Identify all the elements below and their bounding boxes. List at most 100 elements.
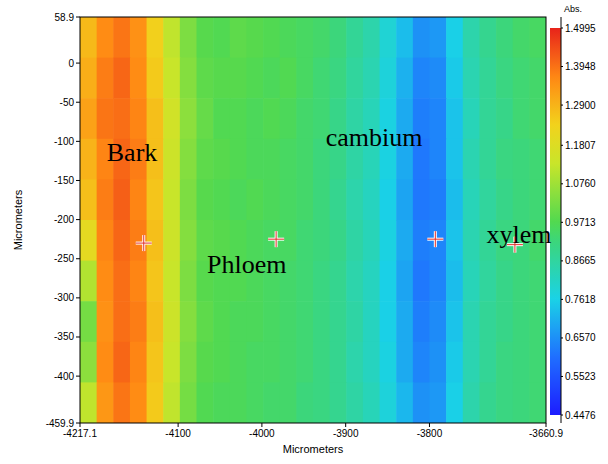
heatmap-cell <box>130 58 147 99</box>
heatmap-cell <box>463 98 480 139</box>
y-tick <box>76 297 80 298</box>
y-tick <box>76 376 80 377</box>
y-axis-title: Micrometers <box>12 189 24 250</box>
heatmap-cell <box>313 301 330 342</box>
heatmap-cell <box>263 382 280 423</box>
heatmap-cell <box>180 98 197 139</box>
y-tick-label: -459.9 <box>46 418 75 429</box>
heatmap-cell <box>97 382 114 423</box>
heatmap-cell <box>513 301 530 342</box>
heatmap-cell <box>346 382 363 423</box>
heatmap-cell <box>446 139 463 180</box>
heatmap-cell <box>479 179 496 220</box>
colorbar-tick-label: 1.1807 <box>565 140 596 151</box>
x-tick-label: -4100 <box>165 428 191 439</box>
x-tick-label: -3660.9 <box>529 428 563 439</box>
heatmap-cell <box>163 17 180 58</box>
heatmap-cell <box>346 17 363 58</box>
heatmap-cell <box>246 17 263 58</box>
x-tick <box>261 423 262 427</box>
heatmap-cell <box>180 139 197 180</box>
heatmap-cell <box>163 342 180 383</box>
heatmap-cell <box>113 342 130 383</box>
heatmap-cell <box>147 342 164 383</box>
heatmap-cell <box>313 179 330 220</box>
heatmap-cell <box>396 382 413 423</box>
x-tick <box>429 423 430 427</box>
heatmap-cell <box>413 17 430 58</box>
heatmap-cell <box>430 261 447 302</box>
heatmap-cell <box>313 220 330 261</box>
heatmap-cell <box>346 261 363 302</box>
heatmap-cell <box>380 179 397 220</box>
heatmap-cell <box>479 301 496 342</box>
heatmap-cells <box>80 17 546 423</box>
y-tick-label: -200 <box>54 214 74 225</box>
heatmap-cell <box>197 342 214 383</box>
heatmap-cell <box>213 179 230 220</box>
heatmap-cell <box>113 301 130 342</box>
heatmap-cell <box>346 220 363 261</box>
heatmap-cell <box>529 17 546 58</box>
heatmap-cell <box>147 17 164 58</box>
heatmap-cell <box>296 220 313 261</box>
heatmap-cell <box>80 342 97 383</box>
heatmap-cell <box>529 382 546 423</box>
heatmap-cell <box>529 179 546 220</box>
colorbar-tick-label: 1.4995 <box>565 23 596 34</box>
heatmap-cell <box>479 98 496 139</box>
heatmap-cell <box>463 382 480 423</box>
heatmap-cell <box>463 342 480 383</box>
heatmap-cell <box>197 98 214 139</box>
heatmap-cell <box>163 58 180 99</box>
heatmap-cell <box>197 382 214 423</box>
heatmap-cell <box>479 261 496 302</box>
heatmap-cell <box>113 98 130 139</box>
y-tick <box>76 180 80 181</box>
heatmap-cell <box>346 342 363 383</box>
heatmap-cell <box>130 179 147 220</box>
colorbar-tick <box>561 337 563 338</box>
plot-frame <box>80 17 546 423</box>
heatmap-cell <box>363 58 380 99</box>
heatmap-cell <box>197 17 214 58</box>
heatmap-cell <box>363 179 380 220</box>
colorbar-tick <box>561 376 563 377</box>
heatmap-cell <box>413 342 430 383</box>
heatmap-cell <box>147 58 164 99</box>
colorbar-tick-label: 0.5523 <box>565 371 596 382</box>
heatmap-cell <box>430 179 447 220</box>
colorbar-tick <box>561 66 563 67</box>
heatmap-cell <box>213 58 230 99</box>
colorbar-tick <box>561 183 563 184</box>
heatmap-cell <box>396 220 413 261</box>
heatmap-cell <box>313 58 330 99</box>
heatmap-cell <box>296 98 313 139</box>
heatmap-cell <box>113 58 130 99</box>
y-tick <box>76 102 80 103</box>
heatmap-cell <box>163 98 180 139</box>
heatmap-cell <box>263 301 280 342</box>
heatmap-cell <box>296 17 313 58</box>
heatmap-cell <box>380 220 397 261</box>
heatmap-cell <box>330 17 347 58</box>
heatmap-cell <box>430 17 447 58</box>
heatmap-cell <box>496 382 513 423</box>
heatmap-cell <box>97 301 114 342</box>
heatmap-cell <box>496 301 513 342</box>
heatmap-cell <box>513 382 530 423</box>
heatmap-cell <box>213 301 230 342</box>
colorbar-tick-label: 0.7618 <box>565 294 596 305</box>
heatmap-cell <box>197 139 214 180</box>
heatmap-cell <box>396 17 413 58</box>
heatmap-cell <box>446 382 463 423</box>
heatmap-cell <box>413 301 430 342</box>
colorbar-tick-label: 0.8665 <box>565 255 596 266</box>
heatmap-cell <box>263 17 280 58</box>
heatmap-cell <box>263 342 280 383</box>
heatmap-cell <box>263 139 280 180</box>
heatmap-cell <box>430 301 447 342</box>
region-label: Bark <box>107 138 158 167</box>
heatmap-cell <box>463 58 480 99</box>
x-tick <box>80 423 81 427</box>
